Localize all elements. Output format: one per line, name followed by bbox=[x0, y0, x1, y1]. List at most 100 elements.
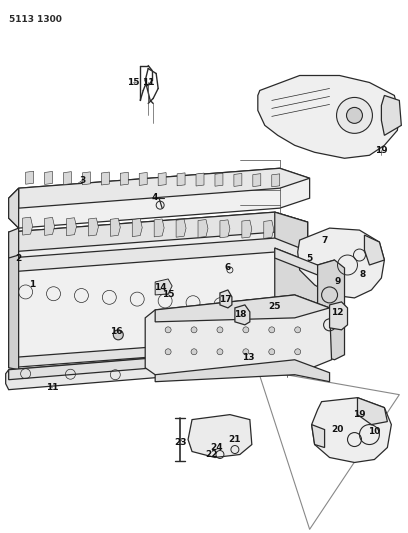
Circle shape bbox=[217, 349, 223, 355]
Text: 16: 16 bbox=[110, 327, 122, 336]
Polygon shape bbox=[120, 172, 128, 185]
Polygon shape bbox=[258, 76, 399, 158]
Text: 19: 19 bbox=[353, 410, 366, 419]
Text: 9: 9 bbox=[335, 278, 341, 286]
Polygon shape bbox=[110, 219, 120, 236]
Polygon shape bbox=[64, 172, 71, 184]
Polygon shape bbox=[357, 398, 387, 425]
Text: 12: 12 bbox=[331, 309, 344, 317]
Polygon shape bbox=[272, 174, 280, 187]
Circle shape bbox=[295, 349, 301, 355]
Text: 8: 8 bbox=[359, 270, 366, 279]
Circle shape bbox=[295, 327, 301, 333]
Text: 11: 11 bbox=[46, 383, 59, 392]
Polygon shape bbox=[196, 173, 204, 186]
Polygon shape bbox=[6, 358, 175, 390]
Circle shape bbox=[165, 327, 171, 333]
Text: 22: 22 bbox=[206, 450, 218, 459]
Text: 1: 1 bbox=[29, 280, 36, 289]
Polygon shape bbox=[145, 295, 332, 375]
Polygon shape bbox=[9, 188, 19, 228]
Text: 18: 18 bbox=[234, 310, 246, 319]
Polygon shape bbox=[317, 260, 344, 360]
Polygon shape bbox=[312, 425, 325, 448]
Polygon shape bbox=[215, 173, 223, 186]
Circle shape bbox=[243, 327, 249, 333]
Text: 20: 20 bbox=[331, 425, 344, 434]
Text: 3: 3 bbox=[79, 176, 86, 185]
Polygon shape bbox=[9, 338, 317, 368]
Polygon shape bbox=[9, 212, 308, 252]
Polygon shape bbox=[275, 248, 335, 280]
Polygon shape bbox=[242, 220, 252, 238]
Text: 5: 5 bbox=[306, 254, 313, 263]
Text: 25: 25 bbox=[268, 302, 281, 311]
Polygon shape bbox=[264, 221, 274, 238]
Circle shape bbox=[113, 330, 123, 340]
Polygon shape bbox=[235, 305, 250, 325]
Polygon shape bbox=[155, 360, 330, 382]
Text: 6: 6 bbox=[225, 263, 231, 272]
Text: 2: 2 bbox=[16, 254, 22, 263]
Polygon shape bbox=[275, 212, 308, 258]
Text: 24: 24 bbox=[211, 443, 223, 452]
Polygon shape bbox=[89, 218, 98, 236]
Polygon shape bbox=[312, 398, 391, 463]
Circle shape bbox=[346, 108, 362, 123]
Polygon shape bbox=[9, 228, 19, 258]
Polygon shape bbox=[139, 173, 147, 185]
Polygon shape bbox=[275, 248, 317, 355]
Circle shape bbox=[217, 327, 223, 333]
Polygon shape bbox=[176, 219, 186, 237]
Text: 17: 17 bbox=[219, 295, 231, 304]
Polygon shape bbox=[9, 358, 175, 379]
Polygon shape bbox=[234, 173, 242, 187]
Text: 11: 11 bbox=[142, 78, 155, 87]
Polygon shape bbox=[101, 172, 109, 185]
Circle shape bbox=[243, 349, 249, 355]
Polygon shape bbox=[155, 295, 330, 322]
Circle shape bbox=[191, 327, 197, 333]
Text: 5113 1300: 5113 1300 bbox=[9, 15, 62, 23]
Text: 7: 7 bbox=[322, 236, 328, 245]
Polygon shape bbox=[44, 217, 55, 236]
Polygon shape bbox=[44, 172, 53, 184]
Text: 15: 15 bbox=[162, 290, 174, 300]
Polygon shape bbox=[9, 248, 319, 358]
Polygon shape bbox=[381, 95, 401, 135]
Polygon shape bbox=[158, 173, 166, 185]
Polygon shape bbox=[253, 174, 261, 187]
Circle shape bbox=[269, 327, 275, 333]
Circle shape bbox=[269, 349, 275, 355]
Polygon shape bbox=[220, 290, 232, 308]
Polygon shape bbox=[154, 219, 164, 237]
Text: 15: 15 bbox=[127, 78, 140, 87]
Text: 23: 23 bbox=[174, 438, 186, 447]
Polygon shape bbox=[9, 238, 317, 272]
Text: 4: 4 bbox=[152, 193, 158, 201]
Polygon shape bbox=[198, 220, 208, 238]
Text: 13: 13 bbox=[242, 353, 254, 362]
Polygon shape bbox=[19, 168, 310, 208]
Polygon shape bbox=[9, 255, 19, 370]
Polygon shape bbox=[330, 302, 348, 330]
Polygon shape bbox=[188, 415, 252, 457]
Circle shape bbox=[191, 349, 197, 355]
Polygon shape bbox=[155, 279, 172, 295]
Polygon shape bbox=[177, 173, 185, 186]
Polygon shape bbox=[67, 217, 76, 236]
Polygon shape bbox=[9, 212, 308, 258]
Circle shape bbox=[165, 349, 171, 355]
Text: 19: 19 bbox=[375, 146, 388, 155]
Polygon shape bbox=[220, 220, 230, 238]
Text: 21: 21 bbox=[228, 435, 241, 444]
Circle shape bbox=[337, 98, 373, 133]
Polygon shape bbox=[22, 217, 33, 235]
Text: 14: 14 bbox=[154, 284, 166, 293]
Polygon shape bbox=[9, 168, 310, 228]
Polygon shape bbox=[364, 235, 384, 265]
Polygon shape bbox=[82, 172, 91, 185]
Polygon shape bbox=[26, 171, 33, 184]
Polygon shape bbox=[298, 228, 384, 298]
Polygon shape bbox=[132, 219, 142, 237]
